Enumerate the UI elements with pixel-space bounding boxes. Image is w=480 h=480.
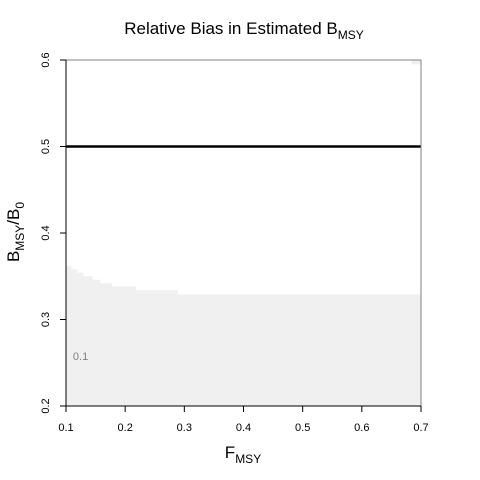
x-tick-label: 0.7 xyxy=(413,422,428,434)
y-axis-label-divider: /B xyxy=(4,209,23,225)
x-axis-label: FMSY xyxy=(225,443,261,466)
x-tick-label: 0.5 xyxy=(295,422,310,434)
chart-title: Relative Bias in Estimated BMSY xyxy=(124,19,364,42)
contour-label: 0.1 xyxy=(73,351,88,363)
x-axis-label-main: F xyxy=(225,443,235,462)
chart-title-main: Relative Bias in Estimated B xyxy=(124,19,338,38)
y-axis-label-subscript2: 0 xyxy=(13,202,27,209)
x-tick-label: 0.6 xyxy=(354,422,369,434)
y-tick-label: 0.3 xyxy=(40,312,52,327)
y-tick-label: 0.6 xyxy=(40,52,52,67)
y-axis-label-main: B xyxy=(4,251,23,262)
corner-patch xyxy=(411,60,421,65)
chart-title-subscript: MSY xyxy=(338,28,364,42)
y-axis-label-subscript: MSY xyxy=(13,225,27,251)
y-tick-label: 0.2 xyxy=(40,398,52,413)
x-tick-label: 0.2 xyxy=(118,422,133,434)
low-bias-region xyxy=(66,265,421,406)
y-tick-label: 0.4 xyxy=(40,225,52,240)
y-axis-label: BMSY/B0 xyxy=(4,202,27,262)
plot-area: 0.1 xyxy=(66,60,421,406)
x-tick-label: 0.3 xyxy=(177,422,192,434)
x-axis-label-subscript: MSY xyxy=(235,452,261,466)
x-axis: 0.1 0.2 0.3 0.4 0.5 0.6 0.7 xyxy=(58,405,429,434)
x-tick-label: 0.4 xyxy=(236,422,251,434)
y-tick-label: 0.5 xyxy=(40,139,52,154)
y-axis: 0.2 0.3 0.4 0.5 0.6 xyxy=(40,52,67,414)
x-tick-label: 0.1 xyxy=(58,422,73,434)
